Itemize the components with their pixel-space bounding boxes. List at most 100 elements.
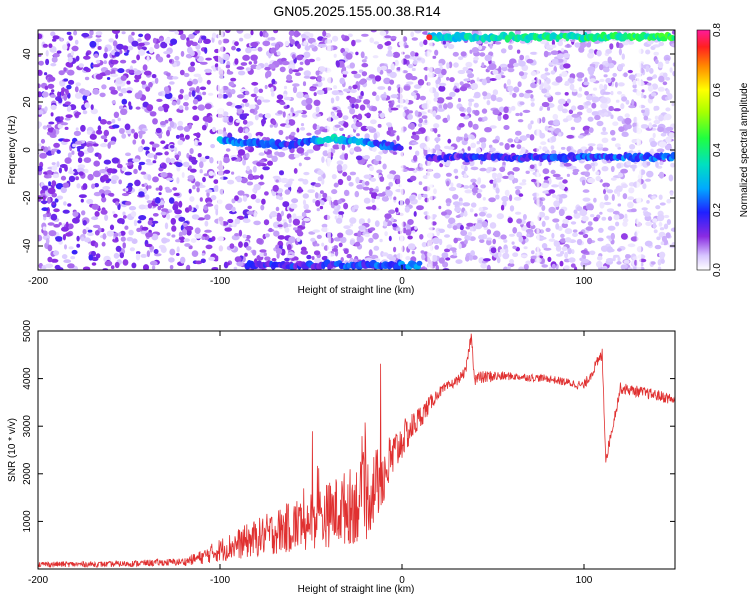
spectrogram-cell bbox=[106, 230, 115, 237]
spectrogram-cell bbox=[586, 107, 593, 114]
spectrogram-cell bbox=[455, 215, 461, 218]
spectrogram-cell bbox=[446, 180, 450, 187]
spectrogram-cell bbox=[276, 215, 282, 222]
spectrogram-cell bbox=[438, 257, 445, 264]
spectrogram-cell bbox=[205, 57, 212, 61]
spectrogram-cell bbox=[316, 89, 325, 95]
spectrogram-cell bbox=[470, 166, 479, 171]
spectrogram-cell bbox=[482, 197, 486, 201]
spectrogram-cell bbox=[276, 51, 281, 56]
spectrogram-cell bbox=[629, 144, 636, 150]
spectrogram-cell bbox=[516, 218, 522, 224]
spectrogram-cell bbox=[107, 142, 111, 149]
spectrogram-cell bbox=[306, 254, 312, 260]
spectrogram-cell bbox=[111, 175, 119, 181]
spectrogram-cell bbox=[572, 229, 578, 233]
spectrogram-cell bbox=[178, 94, 184, 100]
spectrogram-cell bbox=[571, 249, 575, 255]
spectrogram-cell bbox=[164, 37, 172, 44]
spectrogram-cell bbox=[455, 259, 463, 264]
spectrogram-cell bbox=[64, 157, 72, 164]
spectrogram-cell bbox=[434, 144, 441, 151]
spectrogram-cell bbox=[85, 143, 94, 148]
spectrogram-cell bbox=[504, 143, 510, 150]
spectrogram-cell bbox=[445, 96, 453, 100]
spectrogram-cell bbox=[186, 264, 191, 270]
spectrogram-cell bbox=[436, 97, 445, 104]
spectrogram-cell bbox=[358, 69, 364, 73]
spectrogram-cell bbox=[515, 136, 519, 143]
spectrogram-cell bbox=[319, 190, 324, 195]
spectrogram-cell bbox=[63, 78, 69, 82]
spectrogram-cell bbox=[228, 81, 235, 87]
spectrogram-cell bbox=[272, 119, 277, 126]
spectrogram-cell bbox=[256, 161, 263, 167]
spectrogram-cell bbox=[372, 55, 379, 59]
spectrogram-cell bbox=[292, 213, 297, 220]
spectrogram-cell bbox=[664, 144, 672, 151]
snr-plot-area bbox=[38, 331, 675, 569]
spectrogram-cell bbox=[614, 143, 621, 148]
spectrogram-cell bbox=[433, 172, 441, 179]
spectrogram-cell bbox=[388, 209, 395, 214]
spectrogram-cell bbox=[474, 213, 478, 217]
spectrogram-cell bbox=[571, 105, 577, 111]
spectrogram-cell bbox=[665, 76, 671, 81]
spectrogram-cell bbox=[625, 123, 632, 130]
spectrogram-cell bbox=[341, 34, 346, 39]
spectrogram-cell bbox=[433, 127, 438, 134]
spectrogram-cell bbox=[518, 92, 525, 98]
spectrogram-cell bbox=[452, 201, 461, 206]
spectrogram-cell bbox=[208, 171, 214, 176]
spectrogram-cell bbox=[50, 62, 57, 67]
spectrogram-cell bbox=[185, 225, 194, 231]
spectrogram-cell bbox=[572, 232, 578, 238]
spectrogram-cell bbox=[125, 201, 132, 206]
spectrogram-cell bbox=[507, 67, 515, 73]
spectrogram-cell bbox=[349, 171, 357, 176]
spectrogram-cell bbox=[272, 184, 279, 192]
spectrogram-cell bbox=[65, 221, 69, 229]
spectrogram-cell bbox=[48, 76, 56, 82]
spectrogram-cell bbox=[138, 164, 142, 171]
spectrogram-cell bbox=[286, 255, 295, 258]
spectrogram-cell bbox=[516, 144, 522, 150]
spectrogram-cell bbox=[295, 215, 304, 220]
spectrogram-cell bbox=[410, 51, 416, 57]
spectrogram-cell bbox=[345, 52, 353, 60]
spectrogram-cell bbox=[122, 45, 129, 50]
spectrogram-cell bbox=[157, 56, 164, 63]
spectrogram-cell bbox=[190, 61, 196, 67]
spectrogram-cell bbox=[146, 104, 153, 112]
spectrogram-cell bbox=[117, 218, 125, 224]
spectrogram-cell bbox=[118, 232, 122, 237]
spectrogram-cell bbox=[59, 116, 64, 121]
spectrogram-cell bbox=[172, 204, 179, 211]
colorbar-tick-label: 0.2 bbox=[712, 203, 723, 217]
spectrogram-cell bbox=[407, 113, 413, 120]
spectrogram-cell bbox=[275, 244, 280, 250]
spectrogram-cell bbox=[362, 186, 370, 191]
spectrogram-cell bbox=[589, 250, 596, 256]
spectrogram-cell bbox=[176, 253, 180, 256]
spectrogram-cell bbox=[375, 94, 380, 102]
spectrogram-cell bbox=[531, 79, 536, 83]
spectrogram-cell bbox=[390, 94, 399, 99]
spectrogram-cell bbox=[495, 194, 500, 200]
spectrogram-cell bbox=[62, 138, 71, 142]
spectrogram-cell bbox=[113, 213, 118, 218]
spectrogram-cell bbox=[396, 67, 401, 71]
spectrogram-cell bbox=[58, 70, 65, 76]
spectrogram-cell bbox=[307, 189, 316, 194]
spectrogram-cell bbox=[88, 254, 94, 261]
spectrogram-cell bbox=[151, 233, 159, 241]
spectrogram-cell bbox=[562, 52, 571, 59]
spectrogram-cell bbox=[438, 228, 445, 233]
spectrogram-cell bbox=[236, 175, 242, 183]
spectrogram-cell bbox=[645, 221, 652, 227]
spectrogram-cell bbox=[660, 132, 667, 137]
spectrogram-cell bbox=[242, 195, 248, 202]
spectrogram-cell bbox=[539, 236, 547, 240]
spectrogram-cell bbox=[458, 56, 464, 61]
spectrogram-cell bbox=[659, 227, 665, 231]
